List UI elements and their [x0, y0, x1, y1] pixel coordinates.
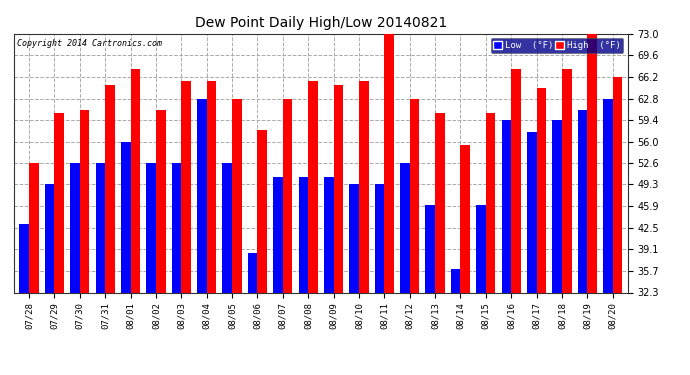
Bar	[400, 164, 410, 375]
Bar	[613, 77, 622, 375]
Bar	[29, 164, 39, 375]
Bar	[359, 81, 368, 375]
Bar	[248, 253, 257, 375]
Bar	[451, 269, 460, 375]
Bar	[207, 81, 216, 375]
Bar	[426, 206, 435, 375]
Bar	[222, 164, 232, 375]
Bar	[156, 110, 166, 375]
Bar	[197, 99, 207, 375]
Bar	[460, 145, 470, 375]
Bar	[80, 110, 90, 375]
Legend: Low  (°F), High  (°F): Low (°F), High (°F)	[491, 38, 623, 53]
Bar	[232, 99, 241, 375]
Bar	[476, 206, 486, 375]
Bar	[552, 120, 562, 375]
Bar	[333, 85, 343, 375]
Bar	[19, 225, 29, 375]
Bar	[587, 34, 597, 375]
Bar	[537, 88, 546, 375]
Bar	[324, 177, 333, 375]
Bar	[349, 184, 359, 375]
Bar	[105, 85, 115, 375]
Bar	[95, 164, 105, 375]
Bar	[257, 130, 267, 375]
Bar	[130, 69, 140, 375]
Bar	[502, 120, 511, 375]
Bar	[410, 99, 420, 375]
Bar	[375, 184, 384, 375]
Bar	[511, 69, 521, 375]
Bar	[384, 34, 394, 375]
Bar	[55, 113, 64, 375]
Bar	[435, 113, 444, 375]
Bar	[70, 164, 80, 375]
Bar	[308, 81, 318, 375]
Bar	[181, 81, 191, 375]
Bar	[121, 142, 130, 375]
Bar	[273, 177, 283, 375]
Bar	[283, 99, 293, 375]
Bar	[562, 69, 571, 375]
Bar	[486, 113, 495, 375]
Bar	[299, 177, 308, 375]
Text: Copyright 2014 Cartronics.com: Copyright 2014 Cartronics.com	[17, 39, 162, 48]
Bar	[146, 164, 156, 375]
Bar	[527, 132, 537, 375]
Bar	[578, 110, 587, 375]
Bar	[603, 99, 613, 375]
Title: Dew Point Daily High/Low 20140821: Dew Point Daily High/Low 20140821	[195, 16, 447, 30]
Bar	[172, 164, 181, 375]
Bar	[45, 184, 55, 375]
